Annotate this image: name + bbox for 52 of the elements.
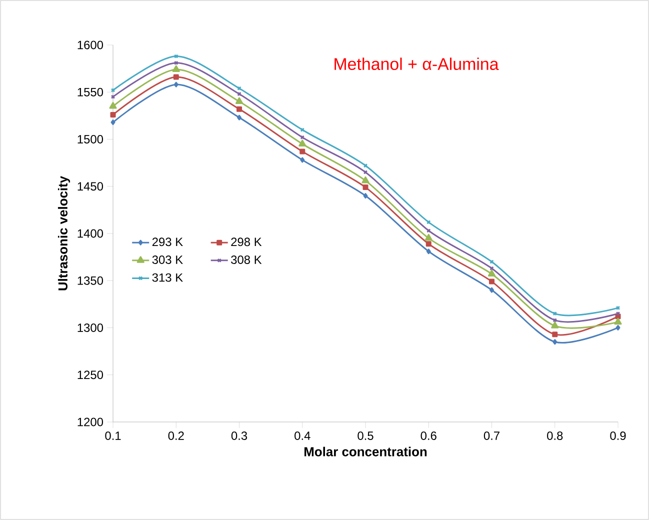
point <box>173 74 179 80</box>
y-tick-label: 1350 <box>78 276 104 285</box>
point <box>362 176 370 184</box>
point <box>552 339 558 345</box>
x-tick-label: 0.5 <box>358 432 374 440</box>
legend-label: 303 K <box>152 256 183 264</box>
legend-label: 313 K <box>152 273 183 282</box>
y-tick-label: 1400 <box>78 229 104 238</box>
point <box>488 270 496 277</box>
point <box>424 234 432 241</box>
point <box>174 82 178 88</box>
x-tick-label: 0.7 <box>484 432 500 440</box>
y-tick-label: 1300 <box>78 324 104 332</box>
x-tick-label: 0.9 <box>610 432 626 440</box>
point <box>551 322 559 328</box>
x-tick-label: 0.3 <box>231 432 248 440</box>
y-tick-label: 1200 <box>78 418 104 426</box>
x-tick-label: 0.2 <box>168 432 184 440</box>
point <box>110 112 116 118</box>
point <box>300 157 305 163</box>
point <box>426 248 431 254</box>
x-axis-title: Molar concentration <box>304 446 427 456</box>
point <box>614 318 622 325</box>
point <box>237 114 242 120</box>
point <box>300 148 306 154</box>
x-tick-label: 0.8 <box>547 432 563 440</box>
y-tick-label: 1600 <box>78 40 104 50</box>
legend-label: 308 K <box>231 256 262 264</box>
point <box>236 106 242 112</box>
x-tick-label: 0.4 <box>294 432 310 440</box>
point <box>298 140 306 146</box>
point <box>616 324 620 330</box>
point <box>362 184 368 190</box>
point <box>109 102 117 109</box>
point <box>552 332 558 338</box>
text: Methanol + α-Alumina <box>334 58 499 70</box>
point <box>490 287 494 293</box>
y-tick-label: 1550 <box>78 88 104 96</box>
point <box>110 120 116 126</box>
point <box>235 97 244 104</box>
x-tick-label: 0.6 <box>420 432 436 440</box>
legend-label: 293 K <box>152 238 183 246</box>
point <box>172 65 180 72</box>
y-tick-label: 1500 <box>78 135 104 144</box>
legend-label: 298 K <box>231 238 262 246</box>
x-tick-label: 0.1 <box>105 432 121 440</box>
point <box>363 193 368 199</box>
y-tick-label: 1450 <box>78 182 104 191</box>
point <box>489 278 495 284</box>
y-tick-label: 1250 <box>78 370 104 380</box>
y-axis-title: Ultrasonic velocity <box>58 176 70 290</box>
point <box>426 241 432 247</box>
